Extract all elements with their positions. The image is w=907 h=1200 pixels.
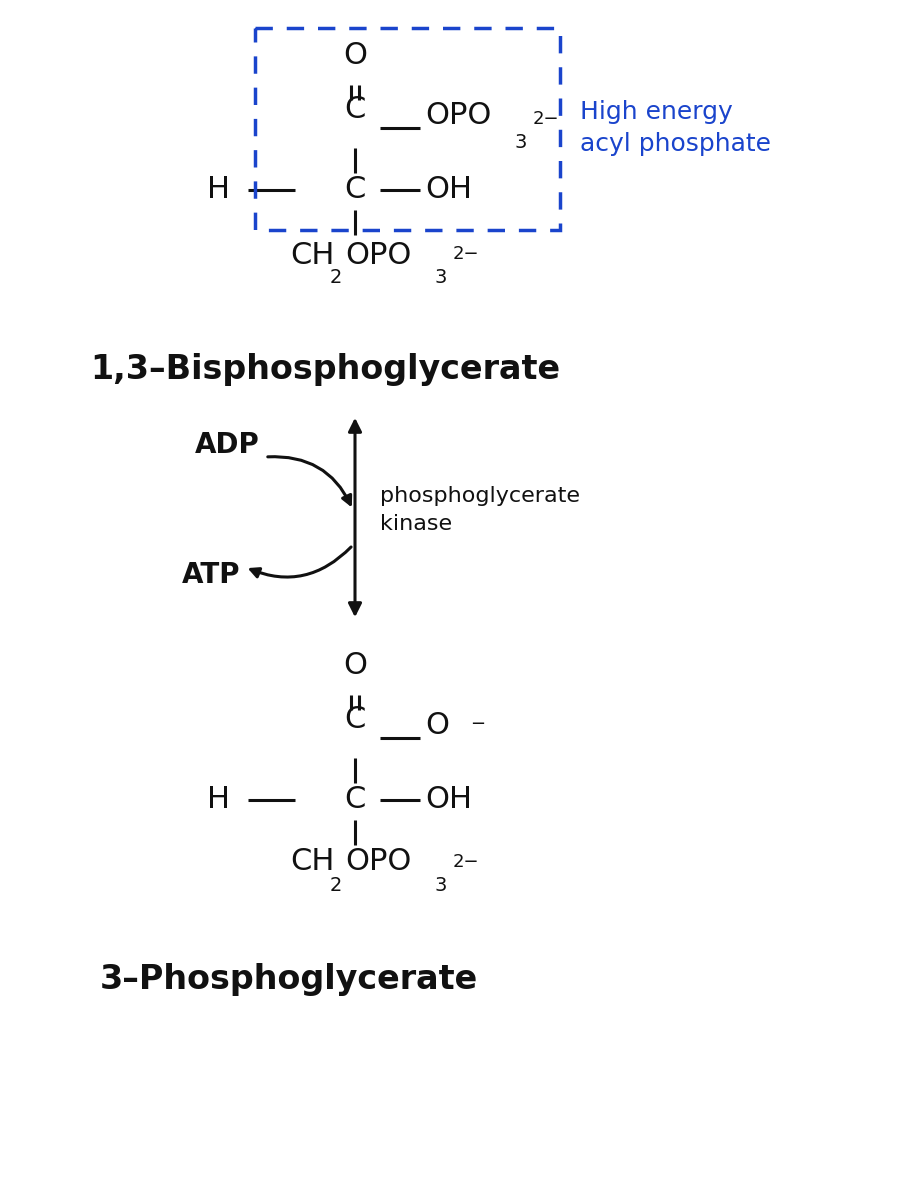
Text: 2−: 2− (533, 110, 560, 128)
Text: H: H (207, 786, 229, 815)
Text: ADP: ADP (195, 431, 260, 458)
Text: CH: CH (290, 847, 335, 876)
Text: O: O (343, 41, 367, 70)
Text: 1,3–Bisphosphoglycerate: 1,3–Bisphosphoglycerate (90, 354, 561, 386)
FancyArrowPatch shape (268, 457, 351, 504)
Text: 2: 2 (330, 268, 342, 287)
Text: H: H (207, 175, 229, 204)
Text: ATP: ATP (181, 560, 240, 589)
Bar (255, 28, 560, 230)
FancyArrowPatch shape (250, 547, 351, 577)
Text: O: O (425, 710, 449, 739)
Text: OPO: OPO (345, 240, 412, 270)
Text: 3–Phosphoglycerate: 3–Phosphoglycerate (100, 964, 478, 996)
Text: −: − (470, 715, 485, 733)
Text: 2−: 2− (453, 245, 480, 263)
Text: OPO: OPO (425, 101, 492, 130)
Text: 3: 3 (515, 133, 527, 152)
Text: O: O (343, 650, 367, 679)
Text: 3: 3 (435, 268, 447, 287)
Text: phosphoglycerate
kinase: phosphoglycerate kinase (380, 486, 580, 534)
Text: 2: 2 (330, 876, 342, 895)
Text: High energy
acyl phosphate: High energy acyl phosphate (580, 100, 771, 156)
Text: C: C (345, 175, 366, 204)
Text: C: C (345, 786, 366, 815)
Text: OH: OH (425, 175, 472, 204)
Text: OH: OH (425, 786, 472, 815)
Text: C: C (345, 706, 366, 734)
Text: C: C (345, 96, 366, 125)
Text: 2−: 2− (453, 853, 480, 871)
Text: OPO: OPO (345, 847, 412, 876)
Text: 3: 3 (435, 876, 447, 895)
Text: CH: CH (290, 240, 335, 270)
